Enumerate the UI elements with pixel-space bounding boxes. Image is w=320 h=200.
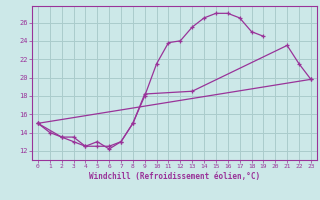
- X-axis label: Windchill (Refroidissement éolien,°C): Windchill (Refroidissement éolien,°C): [89, 172, 260, 181]
